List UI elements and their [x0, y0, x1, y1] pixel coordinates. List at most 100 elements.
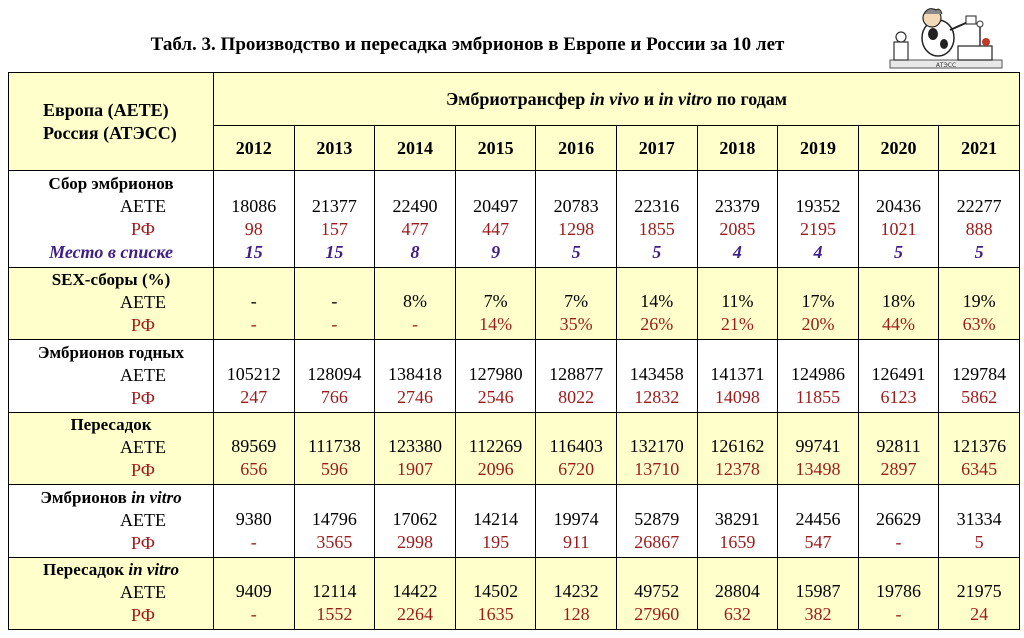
- table-cell: 11% 21%: [696, 266, 779, 341]
- logo-text: АТЭСС: [936, 62, 956, 69]
- cell-value-aete: 23379: [714, 196, 760, 217]
- table-cell: 99741 13498: [777, 411, 859, 486]
- cell-value-rf: 911: [563, 531, 590, 552]
- cell-value-rf: 247: [240, 386, 268, 407]
- cell-value-rf: 20%: [801, 314, 835, 335]
- table-cell: 22277 888 5: [938, 170, 1020, 268]
- table-cell: 112269 2096: [454, 411, 537, 486]
- table-cell: 141371 14098: [696, 339, 779, 413]
- cell-value-rf: 24: [970, 604, 989, 625]
- cell-value-aete: 14232: [553, 581, 599, 602]
- cell-value-rf: 14%: [479, 314, 513, 335]
- cell-value-aete: 123380: [387, 436, 442, 457]
- cell-value-aete: 20436: [876, 196, 922, 217]
- cell-value-rf: 6345: [961, 459, 998, 480]
- cell-value-aete: 14502: [473, 581, 519, 602]
- table-row: Пересадок in vitro АЕТЕ РФ 9409-12114 1552 14…: [8, 556, 1020, 630]
- cell-value-rf: 26%: [640, 314, 674, 335]
- cell-value-aete: 24456: [795, 508, 841, 529]
- row-sub-aete: АЕТЕ: [120, 196, 166, 217]
- cell-value-aete: 105212: [226, 363, 281, 384]
- cell-value-aete: 22277: [956, 196, 1002, 217]
- row-sub-aete: АЕТЕ: [120, 437, 166, 458]
- cell-value-rf: -: [895, 604, 902, 625]
- cell-value-rf: 382: [804, 604, 832, 625]
- cell-value-rf: 11855: [795, 386, 841, 407]
- row-sub-aete: АЕТЕ: [120, 292, 166, 313]
- table-cell: 19352 2195 4: [777, 170, 859, 268]
- cell-value-aete: 9380: [235, 508, 272, 529]
- cell-value-aete: 121376: [952, 436, 1007, 457]
- cell-value-aete: 132170: [629, 436, 684, 457]
- cell-value-aete: 9409: [235, 581, 272, 602]
- cell-value-aete: 14214: [473, 508, 519, 529]
- table-cell: 138418 2746: [374, 339, 456, 413]
- row-label: Эмбрионов годных АЕТЕ РФ: [8, 339, 214, 413]
- cell-value-rf: 27960: [634, 604, 680, 625]
- table-cell: 126491 6123: [857, 339, 940, 413]
- cell-value-rf: 8022: [558, 386, 595, 407]
- cell-value-rf: 596: [320, 459, 348, 480]
- cell-value-aete: 18086: [231, 196, 277, 217]
- table-cell: 121376 6345: [938, 411, 1020, 486]
- table-cell: 38291 1659: [696, 484, 779, 558]
- cow-scientist-logo-icon: АТЭСС: [889, 8, 1003, 69]
- cell-value-aete: 38291: [714, 508, 760, 529]
- table-row: Пересадок АЕТЕ РФ 89569 656 111738 596 123380 19…: [8, 411, 1020, 486]
- corner-europe-label: Европа (АЕТЕ): [43, 99, 169, 120]
- cell-value-rf: 5: [974, 531, 984, 552]
- cell-value-rf: 1021: [880, 219, 917, 240]
- row-title: Сбор эмбрионов: [48, 174, 174, 194]
- cell-value-rf: 1552: [316, 604, 353, 625]
- cell-value-rf: 2897: [880, 459, 917, 480]
- row-title: SEX-сборы (%): [51, 270, 171, 290]
- cell-value-rank: 9: [491, 242, 501, 263]
- cell-value-aete: 21975: [956, 581, 1002, 602]
- cell-value-rf: -: [411, 314, 418, 335]
- cell-value-aete: 19974: [553, 508, 599, 529]
- cell-value-aete: 7%: [483, 291, 508, 312]
- cell-value-aete: 19%: [962, 291, 996, 312]
- cell-value-aete: 15987: [795, 581, 841, 602]
- table-cell: 19% 63%: [938, 266, 1020, 341]
- cell-value-aete: 126162: [710, 436, 765, 457]
- cell-value-rf: 44%: [882, 314, 916, 335]
- cell-value-rf: 13710: [634, 459, 680, 480]
- cell-value-rf: 14098: [714, 386, 760, 407]
- table-cell: --: [213, 266, 295, 341]
- table-cell: --: [293, 266, 376, 341]
- year-header-2018: 2018: [696, 125, 779, 171]
- year-header-2014: 2014: [374, 125, 456, 171]
- row-title: Эмбрионов годных: [37, 342, 185, 362]
- table-cell: 128094 766: [293, 339, 376, 413]
- cell-value-aete: 141371: [710, 363, 765, 384]
- table-cell: 17% 20%: [777, 266, 859, 341]
- table-cell: 49752 27960: [615, 556, 698, 630]
- cell-value-aete: -: [331, 291, 338, 312]
- table-cell: 9380-: [213, 484, 295, 558]
- cell-value-rank: 5: [974, 242, 984, 263]
- cell-value-rf: 98: [244, 219, 263, 240]
- cell-value-aete: 14796: [311, 508, 357, 529]
- cell-value-rf: 1907: [396, 459, 433, 480]
- cell-value-rf: 2264: [396, 604, 433, 625]
- cell-value-rf: 63%: [962, 314, 996, 335]
- table-cell: 19786-: [857, 556, 940, 630]
- corner-russia-label: Россия (АТЭСС): [43, 122, 177, 143]
- table-cell: 20497 447 9: [454, 170, 537, 268]
- cell-value-aete: 22490: [392, 196, 438, 217]
- cell-value-aete: 52879: [634, 508, 680, 529]
- row-sub-rf: РФ: [131, 532, 155, 553]
- table-row: Эмбрионов in vitro АЕТЕ РФ 9380-14796 3565 17…: [8, 484, 1020, 558]
- cell-value-rf: 21%: [720, 314, 754, 335]
- cell-value-rank: 4: [732, 242, 742, 263]
- table-cell: 12114 1552: [293, 556, 376, 630]
- table-cell: 7% 14%: [454, 266, 537, 341]
- table-cell: 116403 6720: [535, 411, 617, 486]
- cell-value-aete: 116403: [549, 436, 603, 457]
- cell-value-rf: 632: [723, 604, 751, 625]
- cell-value-rf: 6123: [880, 386, 917, 407]
- cell-value-aete: 49752: [634, 581, 680, 602]
- table-cell: 20783 1298 5: [535, 170, 617, 268]
- table-cell: 28804 632: [696, 556, 779, 630]
